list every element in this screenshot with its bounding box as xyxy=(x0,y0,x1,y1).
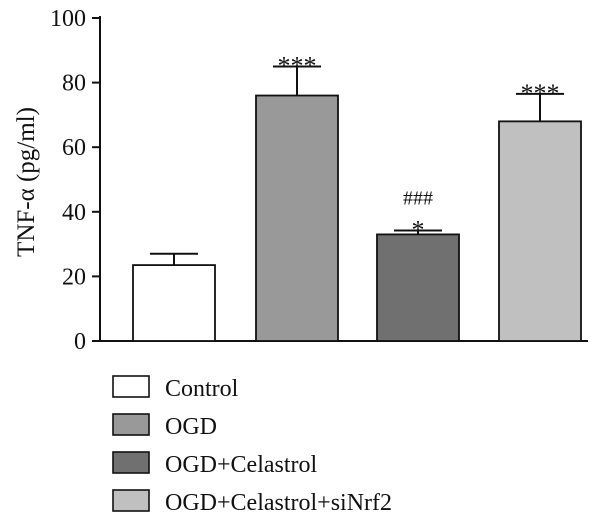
legend-label: OGD+Celastrol+siNrf2 xyxy=(165,490,392,516)
y-tick-label: 80 xyxy=(62,71,86,97)
y-tick-label: 100 xyxy=(50,6,86,32)
significance-label: *** xyxy=(521,79,560,108)
legend-label: Control xyxy=(165,376,239,402)
legend: Control OGD OGD+Celastrol OGD+Celastrol+siN… xyxy=(112,375,392,516)
significance-label: *** xyxy=(278,51,317,80)
y-tick-label: 40 xyxy=(62,200,86,226)
y-tick-label: 60 xyxy=(62,135,86,161)
bar xyxy=(376,233,460,342)
y-tick-label: 0 xyxy=(74,329,86,355)
legend-swatch xyxy=(112,375,150,398)
legend-swatch xyxy=(112,451,150,474)
bar xyxy=(255,94,339,342)
legend-label: OGD xyxy=(165,414,217,440)
y-axis-label: TNF-α (pg/ml) xyxy=(13,107,40,257)
legend-label: OGD+Celastrol xyxy=(165,452,318,478)
bar xyxy=(132,264,216,342)
bars: ****###*** xyxy=(132,51,582,342)
y-tick-label: 20 xyxy=(62,264,86,290)
significance-label: * xyxy=(412,216,425,245)
legend-swatch xyxy=(112,489,150,512)
bar xyxy=(498,120,582,342)
legend-swatch xyxy=(112,413,150,436)
significance-label: ### xyxy=(403,188,433,210)
